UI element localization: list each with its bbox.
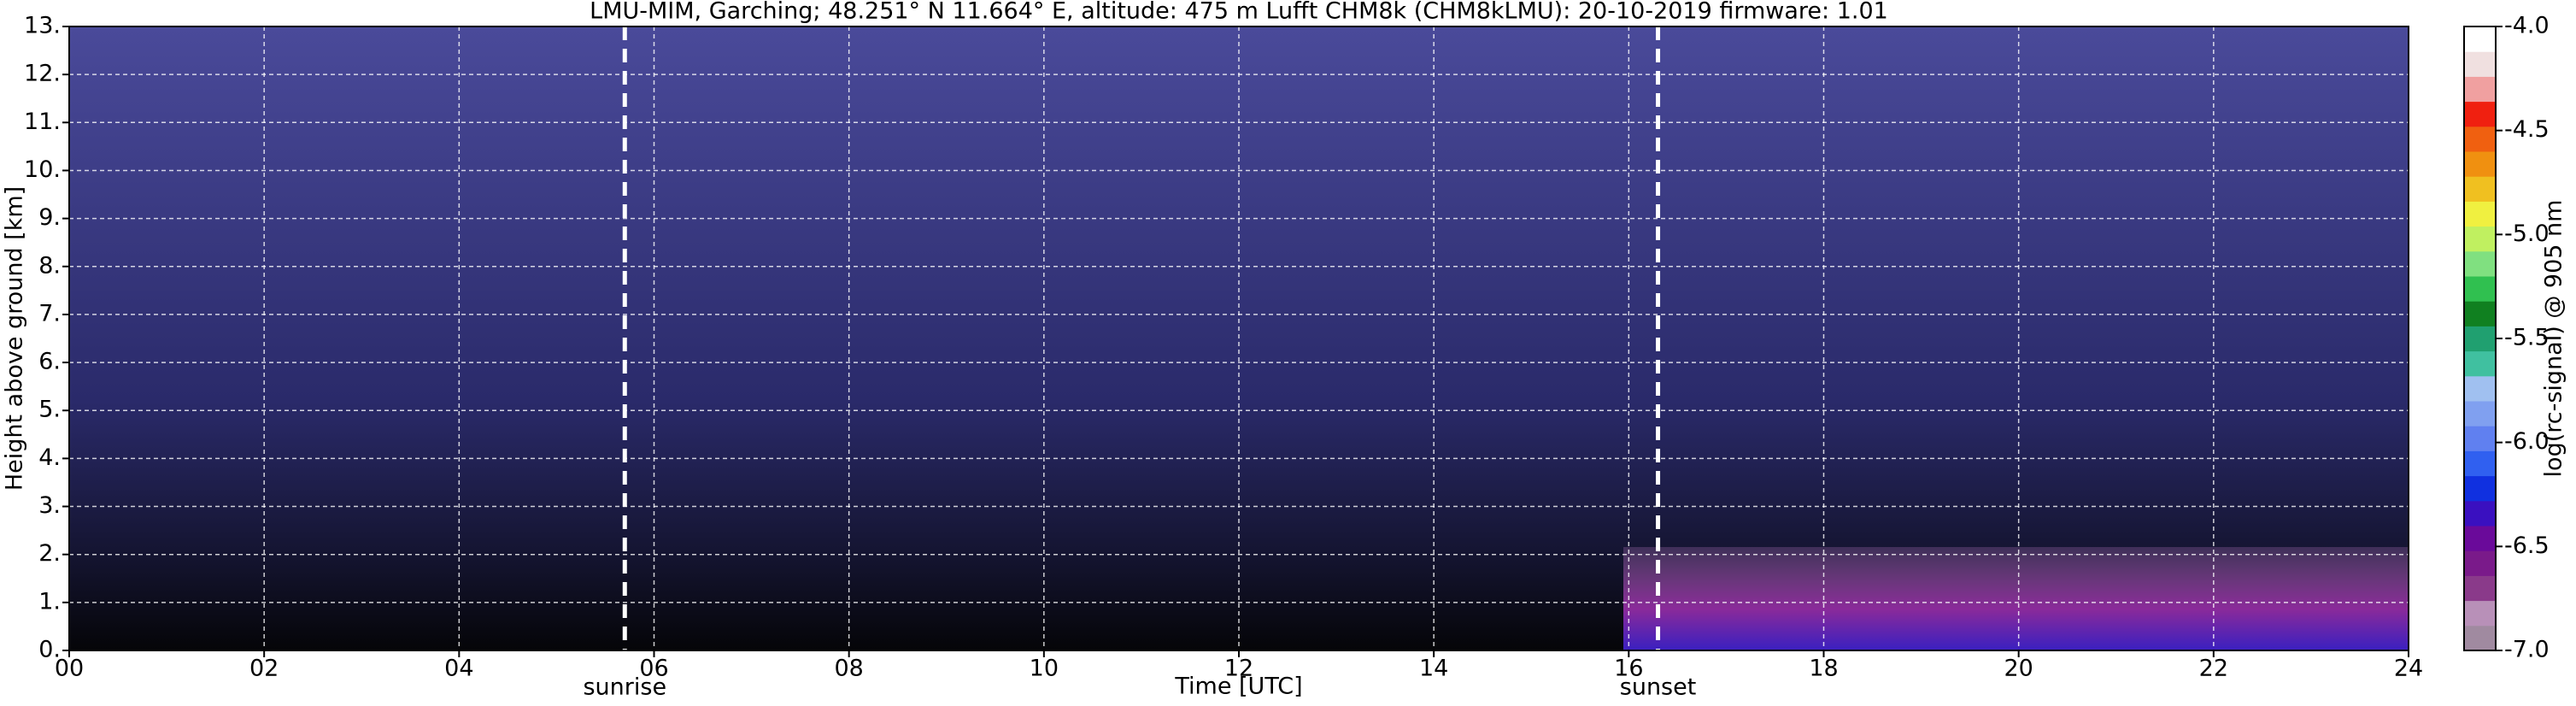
colorbar-band bbox=[2464, 51, 2496, 77]
y-tick-label: 7. bbox=[38, 300, 61, 327]
colorbar-tick-label: -6.0 bbox=[2504, 428, 2550, 455]
colorbar-band bbox=[2464, 126, 2496, 152]
y-tick-label: 3. bbox=[38, 492, 61, 519]
colorbar-tick-label: -4.5 bbox=[2504, 116, 2550, 143]
x-tick-label: 18 bbox=[1809, 656, 1838, 682]
x-tick-label: 00 bbox=[55, 656, 84, 682]
colorbar-band bbox=[2464, 250, 2496, 277]
colorbar-band bbox=[2464, 201, 2496, 227]
colorbar-label: log(rc-signal) @ 905 nm bbox=[2541, 200, 2567, 478]
colorbar-band bbox=[2464, 575, 2496, 602]
x-tick-label: 08 bbox=[834, 656, 863, 682]
y-tick-label: 9. bbox=[38, 204, 61, 231]
colorbar-band bbox=[2464, 450, 2496, 477]
x-tick-label: 12 bbox=[1224, 656, 1253, 682]
colorbar-band bbox=[2464, 101, 2496, 127]
x-tick-label: 22 bbox=[2199, 656, 2228, 682]
x-tick-label: 06 bbox=[639, 656, 668, 682]
y-tick-label: 10. bbox=[24, 156, 61, 183]
colorbar-tick-label: -4.0 bbox=[2504, 13, 2550, 39]
x-tick-label: 04 bbox=[444, 656, 473, 682]
x-tick-label: 20 bbox=[2004, 656, 2033, 682]
x-tick-label: 24 bbox=[2394, 656, 2423, 682]
colorbar-band bbox=[2464, 226, 2496, 252]
colorbar-tick-label: -5.0 bbox=[2504, 221, 2550, 247]
colorbar-tick-label: -6.5 bbox=[2504, 532, 2550, 559]
chart-title: LMU-MIM, Garching; 48.251° N 11.664° E, … bbox=[590, 0, 1888, 25]
colorbar-band bbox=[2464, 375, 2496, 402]
colorbar-band bbox=[2464, 426, 2496, 451]
y-axis-label: Height above ground [km] bbox=[2, 186, 28, 491]
y-tick-label: 4. bbox=[38, 444, 61, 471]
y-tick-label: 2. bbox=[38, 540, 61, 567]
colorbar-band bbox=[2464, 475, 2496, 502]
colorbar-band bbox=[2464, 500, 2496, 527]
colorbar-band bbox=[2464, 301, 2496, 327]
colorbar-band bbox=[2464, 350, 2496, 377]
colorbar-band bbox=[2464, 76, 2496, 103]
x-axis-label: Time [UTC] bbox=[1174, 674, 1302, 700]
x-tick-label: 10 bbox=[1030, 656, 1059, 682]
colorbar-band bbox=[2464, 176, 2496, 202]
colorbar-tick-label: -7.0 bbox=[2504, 637, 2550, 663]
y-tick-label: 5. bbox=[38, 397, 61, 423]
colorbar-band bbox=[2464, 526, 2496, 551]
colorbar-band bbox=[2464, 625, 2496, 651]
y-tick-label: 0. bbox=[38, 637, 61, 663]
x-tick-label: 02 bbox=[249, 656, 279, 682]
x-tick-label: 16 bbox=[1614, 656, 1643, 682]
x-tick-label: 14 bbox=[1419, 656, 1448, 682]
colorbar-band bbox=[2464, 151, 2496, 177]
y-tick-label: 13. bbox=[24, 13, 61, 39]
colorbar-band bbox=[2464, 600, 2496, 627]
y-tick-label: 11. bbox=[24, 109, 61, 135]
boundary-layer bbox=[1623, 547, 2409, 650]
annotation-label: sunset bbox=[1620, 674, 1697, 701]
colorbar-band bbox=[2464, 26, 2496, 52]
colorbar-band bbox=[2464, 550, 2496, 576]
colorbar-band bbox=[2464, 276, 2496, 302]
y-tick-label: 6. bbox=[38, 349, 61, 375]
colorbar-band bbox=[2464, 326, 2496, 352]
colorbar-tick-label: -5.5 bbox=[2504, 325, 2550, 351]
annotation-label: sunrise bbox=[583, 674, 666, 701]
colorbar-band bbox=[2464, 401, 2496, 427]
plot-frame bbox=[68, 26, 2409, 651]
y-tick-label: 12. bbox=[24, 61, 61, 87]
y-tick-label: 8. bbox=[38, 252, 61, 279]
y-tick-label: 1. bbox=[38, 588, 61, 615]
